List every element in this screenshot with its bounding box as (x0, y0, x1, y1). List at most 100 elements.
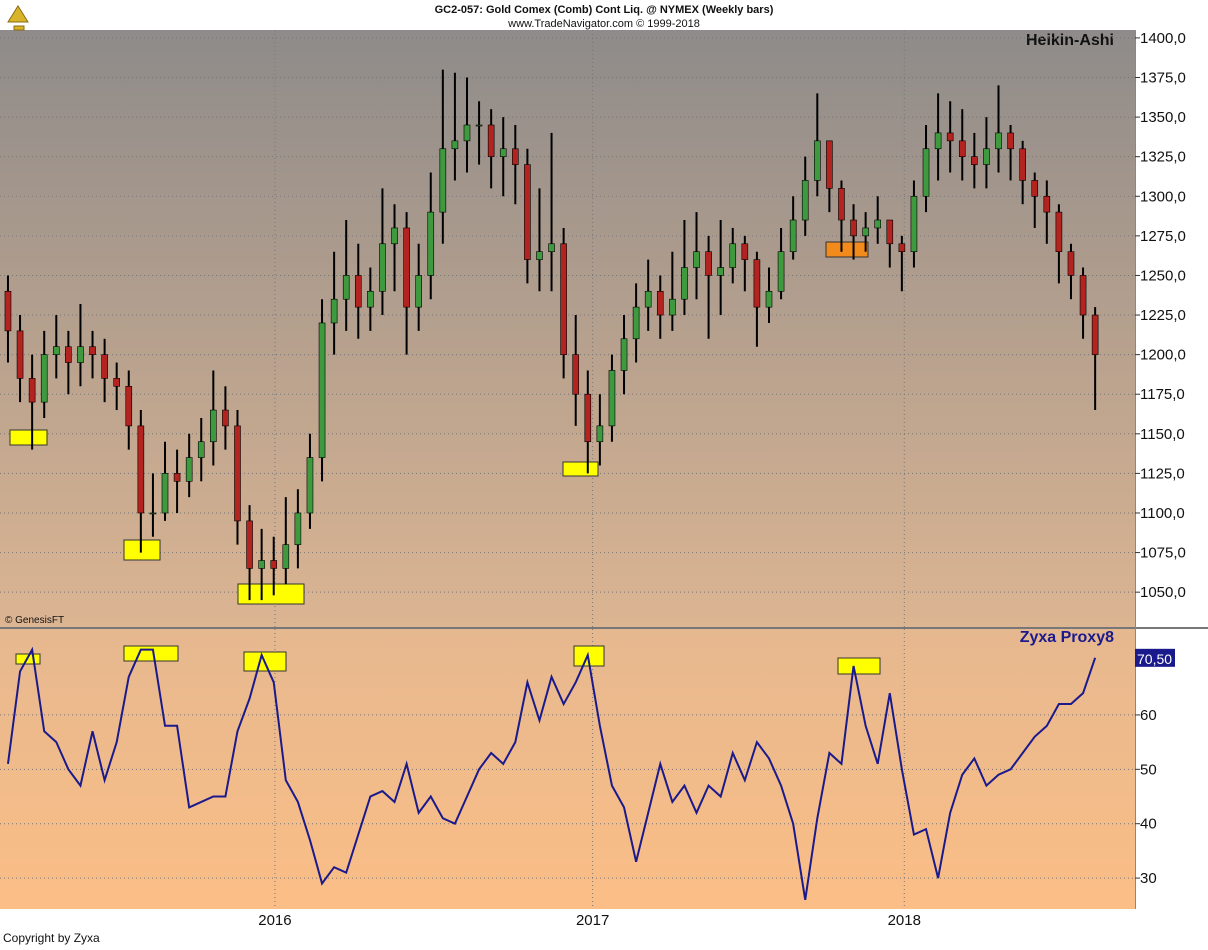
candle-body (717, 267, 724, 276)
y-tick-label: 1200,0 (1140, 347, 1186, 364)
candle-body (693, 251, 700, 268)
candle-body (28, 378, 36, 403)
source: © GenesisFT (5, 615, 64, 626)
candle-body (886, 219, 894, 245)
header-title: GC2-057: Gold Comex (Comb) Cont Liq. @ N… (435, 4, 774, 16)
candle-body (222, 409, 229, 427)
candle-body (1091, 314, 1099, 355)
candle-body (306, 457, 314, 514)
y-tick-label: 1100,0 (1140, 505, 1185, 522)
candle-body (367, 290, 374, 308)
candle-body (983, 148, 990, 165)
candle-body (560, 243, 567, 355)
candle-body (1079, 275, 1087, 316)
candle-body (403, 227, 410, 308)
candle-body (246, 520, 253, 569)
candle-body (995, 132, 1002, 150)
candle-body (451, 140, 459, 150)
candle-body (741, 243, 749, 260)
highlight (123, 645, 179, 662)
y-tick-label: 1325,0 (1140, 149, 1186, 166)
candle-body (137, 425, 145, 514)
x-tick-label: 2018 (888, 912, 921, 929)
y-tick-label: 1225,0 (1140, 307, 1186, 324)
candle-body (415, 275, 422, 308)
candle-body (705, 251, 712, 276)
candle-body (391, 227, 398, 245)
candle-body (536, 251, 543, 260)
candle-body (572, 354, 580, 395)
candle-body (4, 290, 12, 332)
y-tick-label: 1175,0 (1140, 386, 1185, 403)
candle-body (354, 275, 362, 308)
highlight (562, 461, 599, 477)
last-value-label: 70,50 (1137, 651, 1172, 667)
candle-body (971, 156, 978, 165)
candle-body (185, 457, 193, 482)
candle-body (1031, 180, 1039, 197)
candle-body (620, 338, 628, 371)
candle-body (77, 346, 84, 363)
y-tick-label: 1250,0 (1140, 267, 1186, 284)
candle-body (294, 512, 302, 545)
candle-body (282, 544, 290, 569)
highlight (123, 539, 161, 561)
candle-body (1043, 195, 1051, 213)
candle-body (765, 290, 773, 308)
candle-body (113, 378, 120, 387)
candle-body (596, 425, 604, 443)
y-tick-label: 1050,0 (1140, 584, 1186, 601)
candle-body (548, 243, 555, 252)
candle-body (814, 140, 821, 181)
panel-title: Zyxa Proxy8 (1020, 629, 1114, 646)
y-tick-label: 1375,0 (1140, 70, 1186, 87)
candle-body (669, 298, 676, 316)
candle-body (729, 243, 737, 268)
oscillator-panel (0, 629, 1135, 909)
candle-body (1007, 132, 1014, 150)
candle-body (318, 322, 326, 458)
x-tick-label: 2017 (576, 912, 609, 929)
candle-body (258, 560, 265, 569)
y-tick-label: 1125,0 (1140, 465, 1185, 482)
candle-body (173, 473, 181, 482)
candle-body (16, 330, 24, 379)
y-tick-label: 1350,0 (1140, 109, 1186, 126)
candle-body (101, 354, 108, 379)
axis-line (1135, 30, 1136, 909)
candle-body (753, 259, 761, 308)
candle-body (838, 188, 845, 221)
candle-body (922, 148, 930, 197)
y-tick-label: 1400,0 (1140, 30, 1186, 47)
candle-body (65, 346, 72, 363)
candle-body (608, 370, 616, 427)
candle-body (826, 140, 833, 189)
candle-body (210, 409, 217, 443)
candle-body (1067, 251, 1075, 276)
candle-body (777, 251, 785, 292)
candle-body (512, 148, 519, 165)
candle-body (52, 346, 60, 355)
candle-body (681, 267, 688, 300)
candle-body (330, 298, 338, 324)
candle-body (584, 393, 592, 443)
candle-body (487, 124, 495, 157)
highlight (825, 241, 869, 258)
candle-body (958, 140, 966, 157)
candle-body (1055, 211, 1063, 252)
header-subtitle: www.TradeNavigator.com © 1999-2018 (507, 18, 700, 30)
candle-body (161, 473, 169, 514)
candle-body (946, 132, 954, 142)
candle-body (125, 385, 133, 427)
y-tick-label: 1275,0 (1140, 228, 1186, 245)
footer: Copyright by Zyxa (3, 931, 100, 945)
y-tick-label: 1300,0 (1140, 188, 1186, 205)
candle-body (656, 290, 664, 316)
candle-body (524, 164, 531, 260)
highlight (9, 429, 48, 446)
candle-body (197, 441, 205, 458)
logo (7, 5, 29, 31)
highlight (837, 657, 881, 675)
candle-body (801, 180, 809, 221)
